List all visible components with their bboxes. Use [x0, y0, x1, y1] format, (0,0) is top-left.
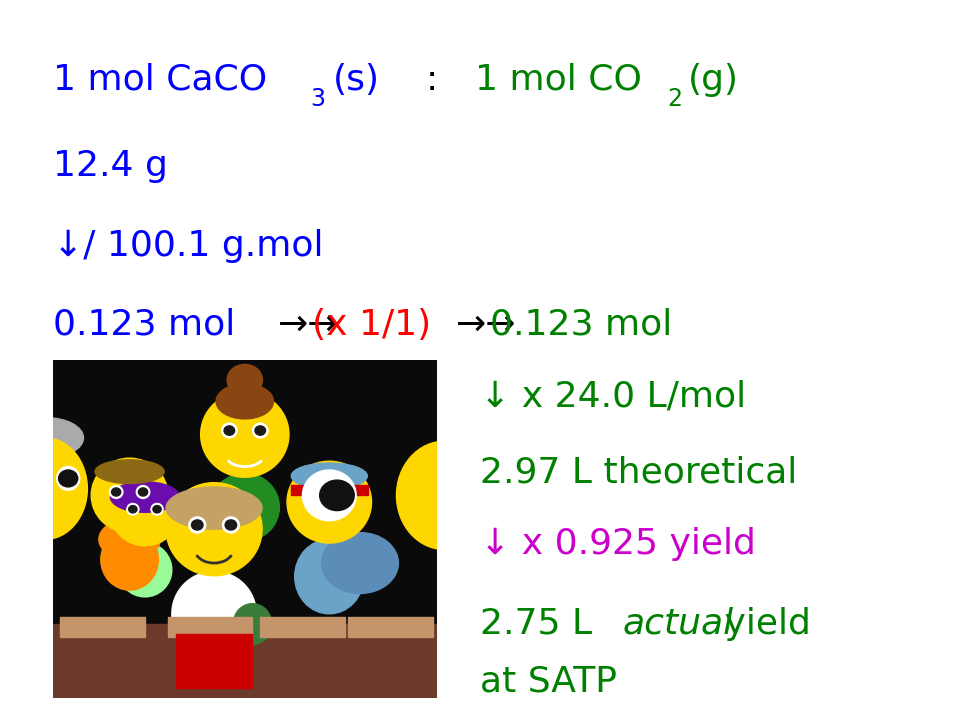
Ellipse shape	[337, 491, 351, 505]
Bar	[53, 624, 437, 698]
Ellipse shape	[201, 392, 289, 477]
Circle shape	[255, 426, 266, 435]
Ellipse shape	[99, 519, 160, 559]
Ellipse shape	[396, 441, 492, 549]
Circle shape	[339, 494, 349, 503]
Ellipse shape	[151, 503, 163, 515]
Text: 3: 3	[310, 87, 325, 111]
Text: 1 mol CO: 1 mol CO	[475, 63, 642, 97]
Bar	[348, 617, 433, 637]
Text: 12.4 g: 12.4 g	[53, 149, 168, 184]
Circle shape	[320, 480, 354, 510]
Text: 2: 2	[667, 87, 683, 111]
Text: ↓ x 24.0 L/mol: ↓ x 24.0 L/mol	[480, 380, 746, 414]
Circle shape	[129, 505, 137, 513]
Ellipse shape	[322, 533, 398, 593]
Text: →→: →→	[456, 307, 516, 342]
Text: (g): (g)	[688, 63, 739, 97]
Ellipse shape	[287, 462, 372, 543]
Ellipse shape	[166, 482, 262, 576]
Circle shape	[153, 505, 161, 513]
Ellipse shape	[216, 384, 274, 419]
Text: →→: →→	[278, 307, 339, 342]
Bar	[260, 617, 345, 637]
Ellipse shape	[222, 423, 237, 438]
Text: ↓/ 100.1 g.mol: ↓/ 100.1 g.mol	[53, 228, 324, 263]
Circle shape	[309, 494, 320, 503]
Circle shape	[111, 488, 121, 496]
Text: 0.123 mol: 0.123 mol	[490, 307, 672, 342]
Ellipse shape	[189, 517, 205, 533]
Ellipse shape	[91, 458, 168, 533]
Text: yield: yield	[713, 606, 811, 641]
Text: :: :	[426, 63, 438, 97]
Ellipse shape	[166, 487, 262, 529]
Text: at SATP: at SATP	[480, 664, 617, 698]
Ellipse shape	[136, 485, 150, 498]
Ellipse shape	[233, 603, 272, 644]
Ellipse shape	[210, 473, 279, 541]
Bar	[291, 485, 368, 495]
Ellipse shape	[295, 539, 364, 613]
Ellipse shape	[118, 543, 172, 597]
Circle shape	[191, 520, 203, 530]
Ellipse shape	[172, 572, 256, 656]
Text: actual: actual	[622, 606, 733, 641]
Text: (s): (s)	[333, 63, 380, 97]
Ellipse shape	[228, 364, 262, 395]
Ellipse shape	[57, 467, 80, 490]
Ellipse shape	[291, 463, 368, 489]
Text: 0.123 mol: 0.123 mol	[53, 307, 235, 342]
Text: 2.75 L: 2.75 L	[480, 606, 604, 641]
Circle shape	[225, 520, 236, 530]
Ellipse shape	[95, 460, 164, 484]
Circle shape	[138, 488, 148, 496]
Ellipse shape	[302, 470, 356, 521]
Ellipse shape	[7, 418, 84, 458]
Ellipse shape	[3, 438, 87, 539]
Circle shape	[59, 470, 78, 487]
Ellipse shape	[307, 491, 322, 505]
Text: ↓ x 0.925 yield: ↓ x 0.925 yield	[480, 527, 756, 562]
Bar	[176, 634, 252, 688]
Ellipse shape	[110, 482, 180, 513]
Ellipse shape	[252, 423, 268, 438]
Ellipse shape	[109, 485, 123, 498]
Ellipse shape	[127, 503, 139, 515]
Ellipse shape	[110, 479, 180, 546]
Text: 2.97 L theoretical: 2.97 L theoretical	[480, 455, 797, 490]
Ellipse shape	[101, 529, 158, 590]
Bar	[168, 617, 252, 637]
Ellipse shape	[223, 517, 239, 533]
Text: (x 1/1): (x 1/1)	[312, 307, 431, 342]
Circle shape	[224, 426, 234, 435]
Bar	[60, 617, 145, 637]
Text: 1 mol CaCO: 1 mol CaCO	[53, 63, 267, 97]
